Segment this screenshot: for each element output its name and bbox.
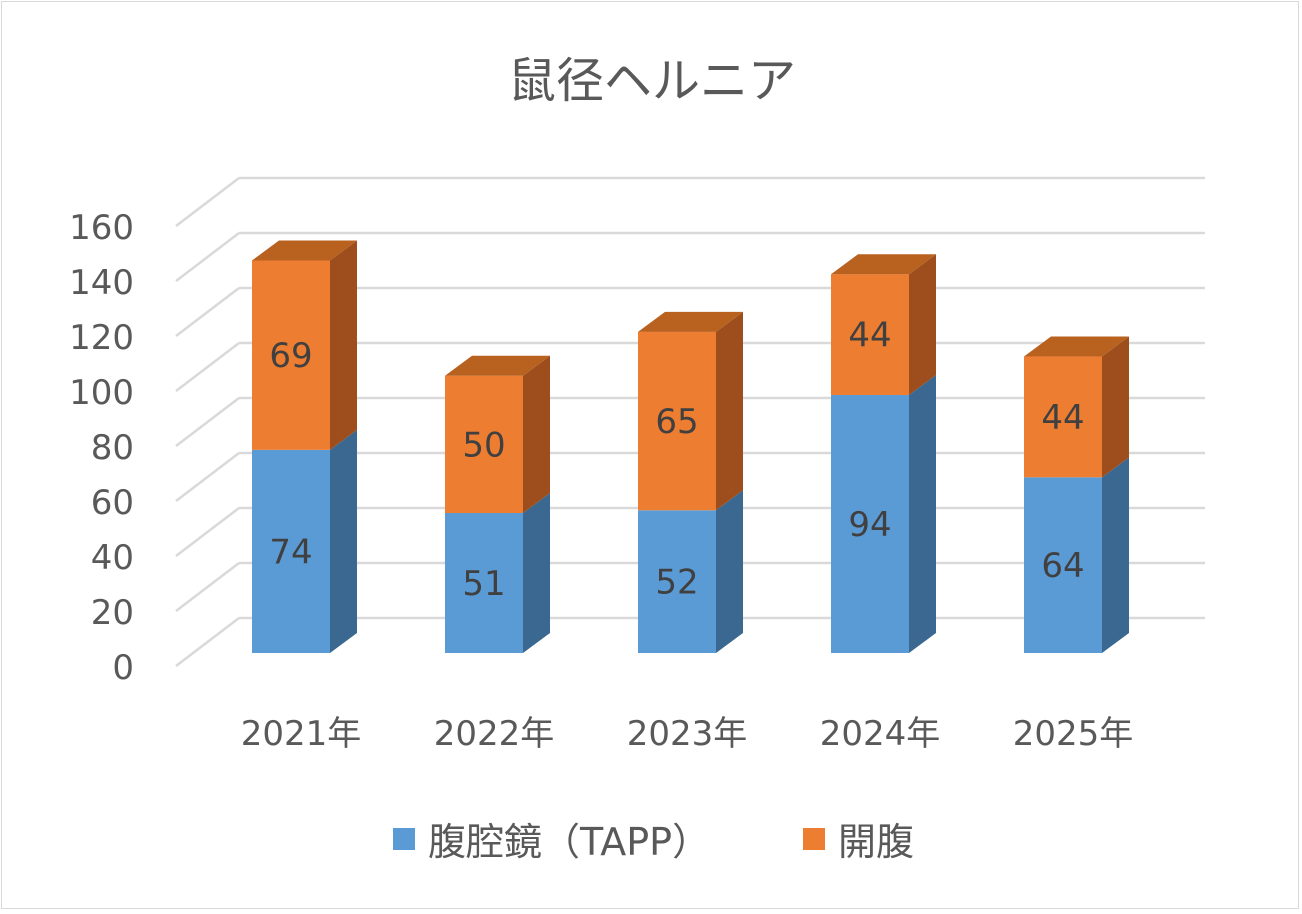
legend-swatch-laparoscopic [393, 828, 415, 850]
x-tick-label: 2024年 [820, 714, 941, 754]
bar-side [523, 355, 550, 514]
gridline-diagonal [175, 342, 240, 392]
x-tick-label: 2025年 [1013, 714, 1134, 754]
data-label: 50 [462, 425, 505, 465]
bar-segment-open: 69 [252, 240, 357, 450]
bar-segment-laparoscopic: 74 [252, 429, 357, 653]
bar-segment-open: 44 [1024, 336, 1129, 478]
bar-top [638, 311, 743, 332]
y-tick-label: 160 [69, 208, 134, 248]
y-tick-label: 60 [91, 483, 134, 523]
gridline-diagonal [175, 562, 240, 612]
bar-side [330, 240, 357, 450]
bar-segment-laparoscopic: 51 [445, 493, 550, 653]
bar-segment-laparoscopic: 52 [638, 490, 743, 653]
bar-front [252, 260, 330, 450]
bar-segment-laparoscopic: 64 [1024, 457, 1129, 653]
data-label: 69 [269, 336, 312, 376]
y-tick-label: 0 [112, 648, 134, 688]
bar-front [445, 513, 523, 653]
y-tick-label: 140 [69, 263, 134, 303]
chart-title: 鼠径ヘルニア [508, 53, 796, 109]
gridline-diagonal [175, 232, 240, 282]
y-tick-label: 80 [91, 428, 134, 468]
gridline-diagonal [175, 177, 240, 227]
bar-side [716, 311, 743, 511]
bar-side [909, 374, 936, 653]
bar-top [252, 240, 357, 261]
data-label: 64 [1041, 546, 1084, 586]
gridline-diagonal [175, 617, 240, 667]
bar-front [638, 331, 716, 511]
data-label: 74 [269, 532, 312, 572]
gridline-diagonal [175, 452, 240, 502]
data-label: 44 [848, 316, 891, 356]
legend: 腹腔鏡（TAPP） 開腹 [393, 820, 914, 864]
bar-side [1102, 457, 1129, 653]
legend-swatch-open [803, 828, 825, 850]
bar-front [831, 274, 909, 395]
bar-segment-open: 65 [638, 311, 743, 511]
bar-side [330, 429, 357, 653]
legend-label-open: 開腹 [838, 820, 914, 864]
bar-top [1024, 336, 1129, 357]
data-label: 51 [462, 564, 505, 604]
x-tick-label: 2023年 [627, 714, 748, 754]
gridline-diagonal [175, 287, 240, 337]
bar-segment-laparoscopic: 94 [831, 374, 936, 653]
bar-front [1024, 356, 1102, 478]
data-label: 52 [655, 563, 698, 603]
x-tick-label: 2022年 [434, 714, 555, 754]
bar-top [831, 254, 936, 275]
y-tick-label: 100 [69, 373, 134, 413]
bar-segment-open: 44 [831, 254, 936, 395]
bar-front [831, 394, 909, 653]
data-label: 94 [848, 505, 891, 545]
bar-side [716, 490, 743, 653]
x-tick-label: 2021年 [241, 714, 362, 754]
bar-side [909, 254, 936, 395]
bar-side [1102, 336, 1129, 478]
gridline-diagonal [175, 397, 240, 447]
bar-front [252, 449, 330, 653]
y-tick-label: 120 [69, 318, 134, 358]
y-tick-label: 20 [91, 593, 134, 633]
bar-front [638, 510, 716, 653]
bar-side [523, 493, 550, 653]
data-label: 65 [655, 402, 698, 442]
gridline-diagonal [175, 507, 240, 557]
bar-front [1024, 477, 1102, 653]
data-label: 44 [1041, 398, 1084, 438]
bar-top [445, 355, 550, 376]
legend-label-laparoscopic: 腹腔鏡（TAPP） [428, 820, 710, 864]
y-tick-label: 40 [91, 538, 134, 578]
bar-segment-open: 50 [445, 355, 550, 514]
bar-front [445, 375, 523, 514]
